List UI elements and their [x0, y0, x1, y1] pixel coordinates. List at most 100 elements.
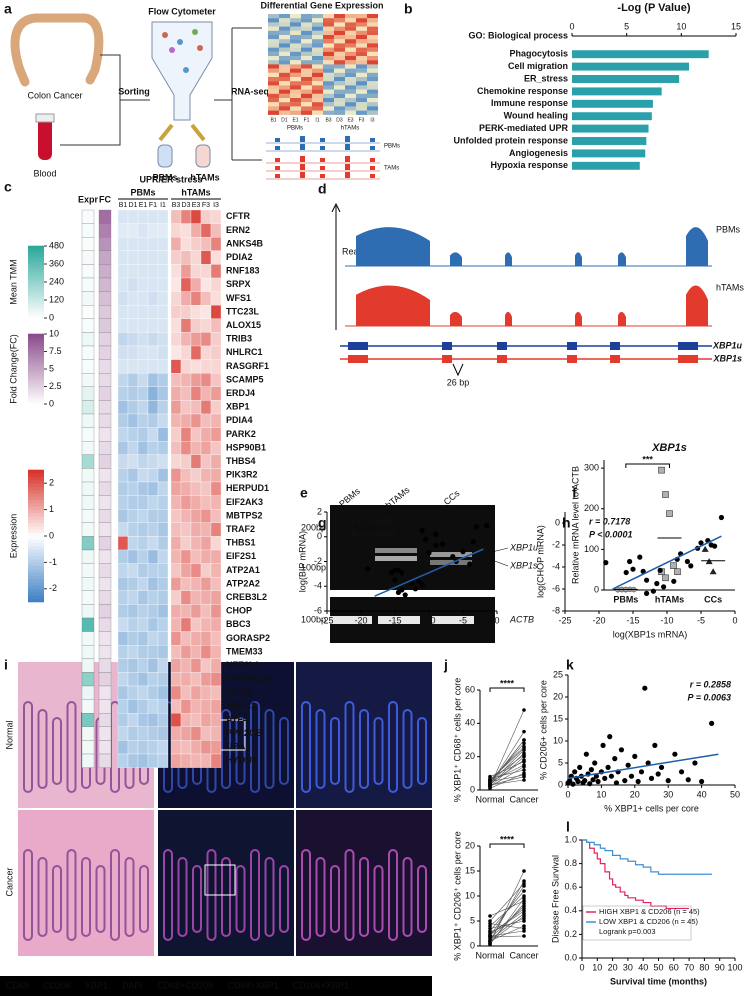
mini-group: hTAMs [341, 126, 360, 132]
fc-cell [98, 495, 112, 510]
heat-cell [190, 441, 202, 455]
mini-heat-cell [312, 22, 323, 27]
heat-cell [200, 617, 212, 632]
mini-heat-cell [323, 85, 334, 90]
gene-label: ATF4 [226, 714, 248, 724]
column-label: D1 [129, 202, 138, 209]
heat-cell [200, 631, 212, 646]
point [709, 568, 717, 575]
legend-gradient [28, 585, 44, 590]
pair-line [489, 754, 525, 781]
track-label: hTAMs [716, 282, 744, 292]
mini-heat-cell [334, 93, 345, 99]
heat-cell [117, 454, 129, 469]
x-tick-label: 0 [565, 789, 570, 799]
mini-heat-cell [323, 30, 334, 36]
legend-tick-label: 0 [49, 530, 54, 540]
fit-line [567, 753, 719, 780]
heat-cell [117, 713, 129, 727]
mini-col-label: I1 [315, 117, 319, 123]
point [570, 781, 576, 787]
mini-heat-cell [345, 35, 356, 40]
panel-letter: l [566, 819, 570, 835]
mini-heat-cell [345, 89, 356, 94]
heat-cell [210, 522, 222, 537]
heat-cell [200, 305, 212, 319]
point [638, 769, 645, 775]
heat-cell [200, 359, 212, 374]
heat-cell [170, 590, 182, 605]
heat-cell [210, 468, 222, 483]
y-tick-label: 20 [465, 840, 475, 850]
mini-heat-cell [334, 26, 345, 31]
expr-cell [81, 549, 95, 564]
heat-cell [127, 318, 139, 333]
gene-label: GORASP2 [226, 633, 270, 643]
fc-cell [98, 359, 112, 374]
point [522, 738, 526, 742]
mini-heat-cell [345, 77, 356, 82]
heat-cell [157, 237, 169, 251]
heat-cell [190, 223, 202, 238]
mini-heat-cell [301, 60, 312, 65]
heat-cell [157, 549, 169, 564]
gene-label: EIF2S1 [226, 551, 256, 561]
heat-cell [200, 250, 212, 265]
cell [197, 45, 203, 51]
mini-heat-cell [301, 106, 312, 111]
mini-heat-cell [345, 110, 356, 115]
legend-title: Expression [8, 514, 18, 559]
point [522, 896, 526, 901]
heat-cell [180, 250, 192, 265]
x-tick-label: 40 [697, 789, 707, 799]
legend-gradient [28, 519, 44, 524]
heat-cell [147, 645, 159, 659]
legend-gradient [28, 396, 44, 400]
y-tick-label: -6 [552, 583, 560, 593]
mini-heat-cell [279, 102, 290, 107]
heat-cell [170, 536, 182, 551]
gene-label: TRAF2 [226, 524, 255, 534]
heat-cell [127, 604, 139, 619]
legend-gradient [28, 283, 44, 286]
heat-cell [127, 413, 139, 428]
legend-gradient [28, 361, 44, 365]
pair-line [489, 749, 525, 784]
gene-label: ATP2A1 [226, 565, 260, 575]
mini-track-peak [275, 174, 280, 178]
panel-letter: b [404, 1, 413, 17]
mini-heat-cell [279, 93, 290, 99]
legend-bar [0, 976, 432, 996]
actb-band [378, 616, 420, 624]
pair-line [489, 895, 525, 927]
legend-gradient [28, 529, 44, 533]
mini-heat-cell [301, 77, 312, 82]
x-tick-label: 100 [727, 962, 742, 972]
column-label: B1 [119, 202, 128, 209]
mini-heat-cell [323, 56, 334, 61]
mini-heat-cell [334, 72, 345, 78]
x-axis-title: % XBP1+ cells per core [604, 803, 699, 813]
heat-cell [117, 631, 129, 646]
heat-cell [180, 590, 192, 605]
mini-track-peak [300, 136, 305, 142]
heat-cell [137, 549, 149, 564]
heat-cell [180, 223, 192, 238]
expr-cell [81, 237, 95, 251]
heat-cell [210, 536, 222, 551]
legend-gradient [28, 375, 44, 379]
exon [497, 355, 507, 363]
mini-heat-cell [367, 47, 378, 52]
mini-heat-cell [279, 98, 290, 103]
point [657, 567, 663, 573]
expr-cell [81, 454, 95, 469]
tissue-structure [264, 857, 275, 937]
fc-cell [98, 264, 112, 279]
mini-heat-cell [312, 43, 323, 48]
point [488, 933, 492, 937]
mini-heat-cell [367, 30, 378, 36]
legend-tick-label: 360 [49, 258, 64, 268]
point [661, 584, 667, 590]
heat-cell [210, 441, 222, 455]
heat-cell [117, 441, 129, 455]
